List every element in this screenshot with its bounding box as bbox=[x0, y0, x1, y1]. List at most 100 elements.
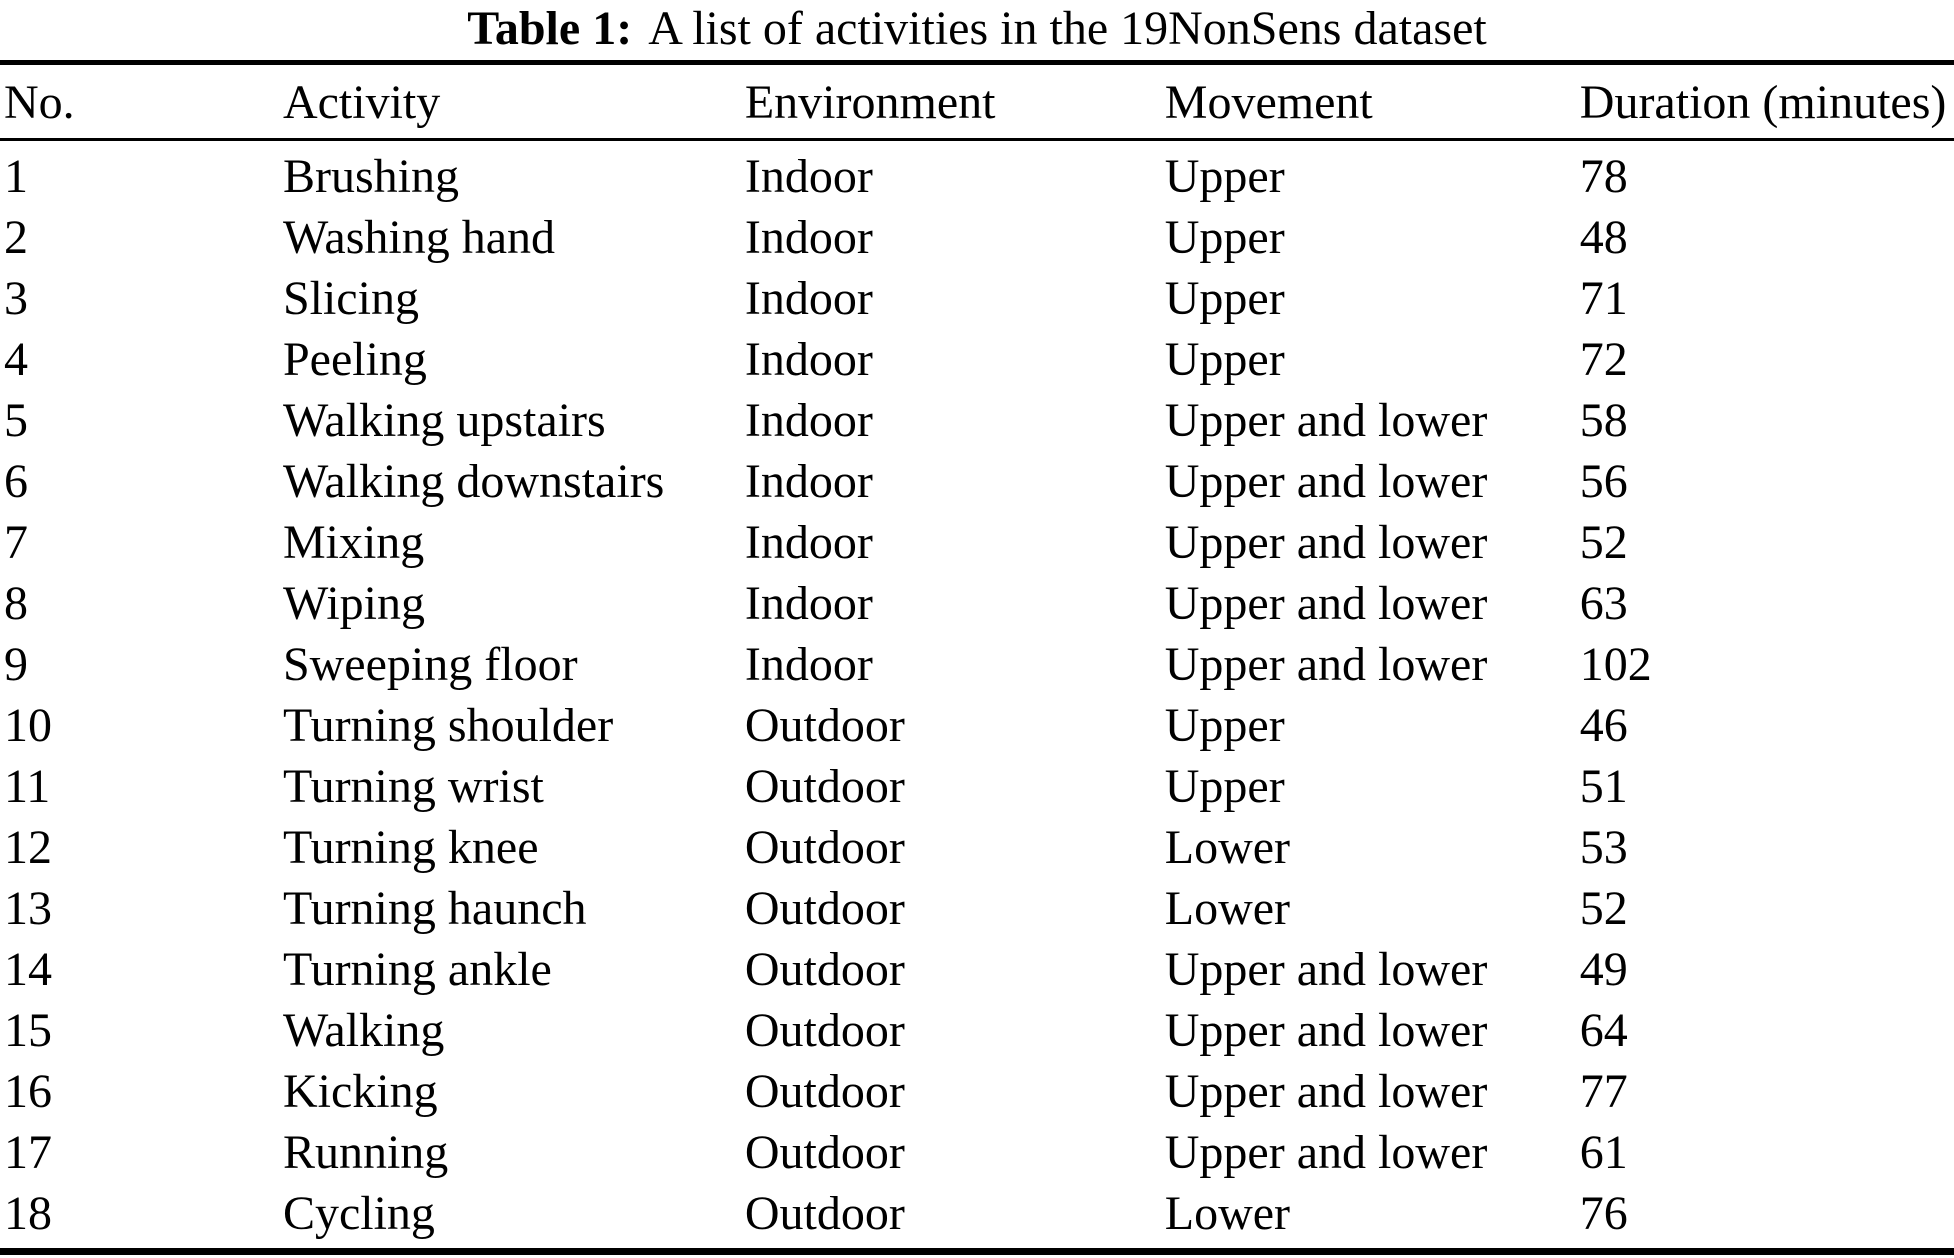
cell-no: 8 bbox=[4, 577, 28, 630]
cell-no: 9 bbox=[4, 638, 28, 691]
cell-no: 14 bbox=[4, 943, 52, 996]
cell-environment: Indoor bbox=[744, 211, 873, 264]
cell-duration: 53 bbox=[1579, 821, 1628, 874]
table-row: 12 Turning knee Outdoor Lower 53 bbox=[0, 817, 1954, 878]
cell-no: 17 bbox=[4, 1126, 52, 1179]
cell-environment: Outdoor bbox=[744, 1187, 905, 1240]
cell-movement: Lower bbox=[1164, 882, 1291, 935]
cell-activity: Wiping bbox=[282, 577, 425, 630]
header-cell-activity: Activity bbox=[282, 62, 745, 141]
header-cell-environment: Environment bbox=[744, 62, 1165, 141]
cell-environment: Outdoor bbox=[744, 760, 905, 813]
cell-movement: Upper bbox=[1164, 150, 1285, 203]
table-row: 16 Kicking Outdoor Upper and lower 77 bbox=[0, 1061, 1954, 1122]
table-row: 9 Sweeping floor Indoor Upper and lower … bbox=[0, 634, 1954, 695]
cell-movement: Upper bbox=[1164, 211, 1285, 264]
cell-duration: 76 bbox=[1579, 1187, 1628, 1240]
cell-duration: 78 bbox=[1579, 150, 1628, 203]
cell-activity: Turning knee bbox=[282, 821, 539, 874]
cell-activity: Brushing bbox=[282, 150, 459, 203]
table-row: 11 Turning wrist Outdoor Upper 51 bbox=[0, 756, 1954, 817]
cell-environment: Outdoor bbox=[744, 1065, 905, 1118]
cell-no: 1 bbox=[4, 150, 28, 203]
cell-duration: 64 bbox=[1579, 1004, 1628, 1057]
cell-movement: Upper and lower bbox=[1164, 394, 1488, 447]
table-row: 18 Cycling Outdoor Lower 76 bbox=[0, 1183, 1954, 1252]
cell-duration: 56 bbox=[1579, 455, 1628, 508]
cell-duration: 102 bbox=[1579, 638, 1652, 691]
table-caption: Table 1: A list of activities in the 19No… bbox=[0, 0, 1954, 60]
table-caption-label: Table 1: bbox=[467, 2, 633, 55]
cell-environment: Outdoor bbox=[744, 1004, 905, 1057]
activities-table: No. Activity Environment Movement Durati… bbox=[0, 60, 1954, 1255]
cell-no: 13 bbox=[4, 882, 52, 935]
cell-movement: Upper and lower bbox=[1164, 638, 1488, 691]
cell-duration: 52 bbox=[1579, 882, 1628, 935]
table-row: 4 Peeling Indoor Upper 72 bbox=[0, 329, 1954, 390]
cell-movement: Lower bbox=[1164, 821, 1291, 874]
table-row: 13 Turning haunch Outdoor Lower 52 bbox=[0, 878, 1954, 939]
cell-duration: 71 bbox=[1579, 272, 1628, 325]
cell-movement: Upper and lower bbox=[1164, 1004, 1488, 1057]
cell-activity: Mixing bbox=[282, 516, 425, 569]
cell-duration: 77 bbox=[1579, 1065, 1628, 1118]
cell-environment: Indoor bbox=[744, 272, 873, 325]
cell-duration: 49 bbox=[1579, 943, 1628, 996]
cell-activity: Turning haunch bbox=[282, 882, 587, 935]
cell-no: 10 bbox=[4, 699, 52, 752]
table-row: 7 Mixing Indoor Upper and lower 52 bbox=[0, 512, 1954, 573]
cell-movement: Upper bbox=[1164, 333, 1285, 386]
cell-activity: Turning ankle bbox=[282, 943, 552, 996]
cell-duration: 52 bbox=[1579, 516, 1628, 569]
cell-activity: Cycling bbox=[282, 1187, 435, 1240]
cell-duration: 58 bbox=[1579, 394, 1628, 447]
table-row: 2 Washing hand Indoor Upper 48 bbox=[0, 207, 1954, 268]
cell-environment: Outdoor bbox=[744, 882, 905, 935]
table-caption-text: A list of activities in the 19NonSens da… bbox=[648, 2, 1487, 55]
cell-activity: Kicking bbox=[282, 1065, 438, 1118]
cell-duration: 63 bbox=[1579, 577, 1628, 630]
cell-activity: Slicing bbox=[282, 272, 419, 325]
cell-activity: Peeling bbox=[282, 333, 427, 386]
table-row: 6 Walking downstairs Indoor Upper and lo… bbox=[0, 451, 1954, 512]
cell-no: 3 bbox=[4, 272, 28, 325]
header-cell-movement: Movement bbox=[1164, 62, 1580, 141]
table-header-row: No. Activity Environment Movement Durati… bbox=[0, 62, 1954, 141]
cell-environment: Outdoor bbox=[744, 1126, 905, 1179]
cell-activity: Turning shoulder bbox=[282, 699, 614, 752]
cell-movement: Upper bbox=[1164, 760, 1285, 813]
cell-environment: Outdoor bbox=[744, 821, 905, 874]
cell-activity: Washing hand bbox=[282, 211, 556, 264]
cell-no: 16 bbox=[4, 1065, 52, 1118]
cell-environment: Indoor bbox=[744, 150, 873, 203]
cell-duration: 46 bbox=[1579, 699, 1628, 752]
cell-no: 7 bbox=[4, 516, 28, 569]
table-row: 10 Turning shoulder Outdoor Upper 46 bbox=[0, 695, 1954, 756]
cell-environment: Indoor bbox=[744, 638, 873, 691]
cell-duration: 61 bbox=[1579, 1126, 1628, 1179]
cell-movement: Upper bbox=[1164, 699, 1285, 752]
header-cell-duration: Duration (minutes) bbox=[1579, 62, 1954, 141]
cell-environment: Outdoor bbox=[744, 699, 905, 752]
table-row: 17 Running Outdoor Upper and lower 61 bbox=[0, 1122, 1954, 1183]
cell-duration: 48 bbox=[1579, 211, 1628, 264]
cell-duration: 51 bbox=[1579, 760, 1628, 813]
cell-movement: Upper and lower bbox=[1164, 1065, 1488, 1118]
cell-duration: 72 bbox=[1579, 333, 1628, 386]
cell-activity: Running bbox=[282, 1126, 449, 1179]
header-cell-no: No. bbox=[0, 62, 283, 141]
cell-activity: Walking upstairs bbox=[282, 394, 606, 447]
cell-no: 18 bbox=[4, 1187, 52, 1240]
table-row: 15 Walking Outdoor Upper and lower 64 bbox=[0, 1000, 1954, 1061]
cell-no: 4 bbox=[4, 333, 28, 386]
table-row: 3 Slicing Indoor Upper 71 bbox=[0, 268, 1954, 329]
cell-no: 15 bbox=[4, 1004, 52, 1057]
cell-no: 12 bbox=[4, 821, 52, 874]
cell-movement: Upper and lower bbox=[1164, 455, 1488, 508]
table-row: 8 Wiping Indoor Upper and lower 63 bbox=[0, 573, 1954, 634]
cell-no: 2 bbox=[4, 211, 28, 264]
cell-movement: Upper and lower bbox=[1164, 943, 1488, 996]
cell-movement: Lower bbox=[1164, 1187, 1291, 1240]
cell-environment: Indoor bbox=[744, 577, 873, 630]
table-body: 1 Brushing Indoor Upper 78 2 Washing han… bbox=[0, 140, 1954, 1252]
